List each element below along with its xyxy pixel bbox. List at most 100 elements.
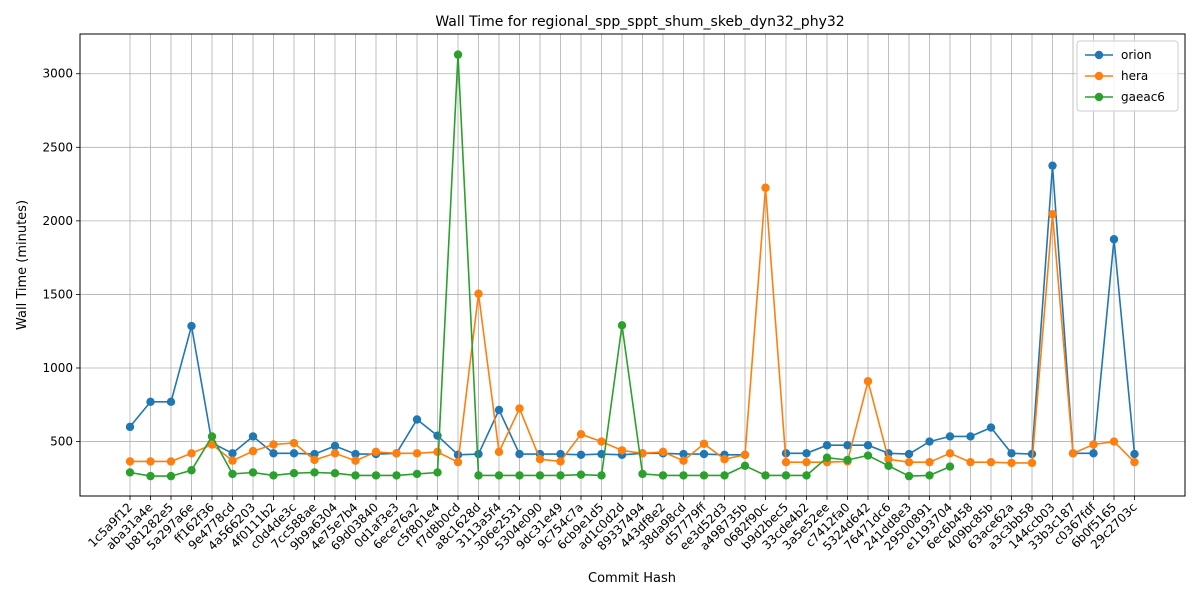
data-point-orion xyxy=(351,449,360,459)
x-axis-label: Commit Hash xyxy=(588,571,676,586)
data-point-hera xyxy=(289,438,299,448)
data-point-orion xyxy=(986,423,996,432)
data-point-hera xyxy=(679,456,688,465)
y-tick-label: 2000 xyxy=(42,214,73,228)
data-point-hera xyxy=(474,289,483,298)
data-point-orion xyxy=(843,441,852,450)
data-point-orion xyxy=(310,449,319,459)
data-point-orion xyxy=(515,449,524,459)
data-point-gaeac6 xyxy=(207,432,217,441)
data-point-orion xyxy=(453,450,463,460)
legend-box xyxy=(1076,40,1179,112)
data-point-gaeac6 xyxy=(863,451,873,460)
data-point-hera xyxy=(330,449,340,458)
data-point-hera xyxy=(617,446,627,455)
data-point-gaeac6 xyxy=(658,471,668,480)
data-point-orion xyxy=(269,449,278,458)
data-point-gaeac6 xyxy=(679,471,688,480)
legend-marker-orion xyxy=(1094,50,1104,60)
data-point-hera xyxy=(925,457,934,467)
data-point-hera xyxy=(945,449,955,458)
data-point-orion xyxy=(1048,161,1057,170)
data-point-hera xyxy=(986,457,996,467)
y-tick-label: 3000 xyxy=(42,67,73,81)
data-point-orion xyxy=(1109,235,1119,244)
data-point-gaeac6 xyxy=(904,471,914,481)
series-hera xyxy=(125,183,1139,468)
data-point-gaeac6 xyxy=(802,471,811,480)
data-point-orion xyxy=(166,397,176,407)
data-point-gaeac6 xyxy=(351,471,360,480)
legend: orion hera gaeac6 xyxy=(1076,40,1179,112)
data-point-orion xyxy=(679,449,688,459)
data-point-gaeac6 xyxy=(187,466,196,475)
series-gaeac6 xyxy=(125,50,955,481)
chart-title: Wall Time for regional_spp_sppt_shum_ske… xyxy=(435,14,844,30)
x-axis: 1c5a9f12aba31a4eb81282e55a297a6eff162f36… xyxy=(85,496,1140,553)
data-point-hera xyxy=(248,446,258,456)
data-point-gaeac6 xyxy=(925,471,934,480)
data-point-hera xyxy=(720,455,729,464)
data-point-orion xyxy=(904,449,914,459)
data-point-hera xyxy=(515,404,524,413)
data-point-hera xyxy=(597,437,606,446)
data-point-orion xyxy=(494,405,504,415)
data-point-gaeac6 xyxy=(597,471,606,480)
data-point-orion xyxy=(1130,449,1139,459)
data-point-hera xyxy=(535,455,545,464)
data-point-hera xyxy=(1089,440,1098,449)
data-point-orion xyxy=(412,415,422,424)
data-point-orion xyxy=(945,432,955,441)
data-point-hera xyxy=(1007,458,1016,468)
data-point-orion xyxy=(822,441,832,450)
data-point-gaeac6 xyxy=(740,461,750,471)
data-point-orion xyxy=(699,449,709,459)
legend-label-gaeac6: gaeac6 xyxy=(1121,90,1165,104)
data-point-hera xyxy=(658,447,668,457)
series-group xyxy=(125,50,1139,481)
data-point-gaeac6 xyxy=(720,471,729,480)
data-point-gaeac6 xyxy=(945,462,955,471)
data-point-orion xyxy=(146,397,155,407)
data-point-hera xyxy=(166,457,176,466)
data-point-hera xyxy=(761,183,770,192)
data-point-gaeac6 xyxy=(392,471,401,480)
data-point-hera xyxy=(125,457,135,466)
data-point-gaeac6 xyxy=(453,50,463,59)
data-point-hera xyxy=(351,456,360,465)
data-point-gaeac6 xyxy=(248,468,258,477)
data-point-orion xyxy=(925,437,934,446)
data-point-gaeac6 xyxy=(228,469,237,479)
data-point-hera xyxy=(269,440,278,449)
data-point-orion xyxy=(1089,449,1098,458)
data-point-hera xyxy=(1068,449,1078,458)
data-point-hera xyxy=(1130,457,1139,467)
data-point-orion xyxy=(125,422,135,432)
data-point-gaeac6 xyxy=(269,471,278,480)
data-point-hera xyxy=(412,449,422,458)
y-axis-label: Wall Time (minutes) xyxy=(15,200,30,330)
data-point-orion xyxy=(289,449,299,458)
data-point-orion xyxy=(228,449,237,458)
data-point-gaeac6 xyxy=(843,455,852,465)
data-point-gaeac6 xyxy=(371,471,381,480)
data-point-hera xyxy=(371,447,381,457)
data-point-hera xyxy=(1048,210,1057,219)
data-point-hera xyxy=(966,457,975,467)
data-point-hera xyxy=(802,457,811,467)
data-point-hera xyxy=(863,377,873,386)
data-point-gaeac6 xyxy=(289,468,299,478)
data-point-hera xyxy=(494,447,504,457)
data-point-gaeac6 xyxy=(494,471,504,480)
data-point-hera xyxy=(207,440,217,449)
data-point-hera xyxy=(781,457,791,467)
data-point-orion xyxy=(433,431,442,440)
data-point-orion xyxy=(966,432,975,441)
y-tick-label: 500 xyxy=(50,435,73,449)
data-point-gaeac6 xyxy=(310,468,319,477)
data-point-orion xyxy=(187,321,196,331)
data-point-hera xyxy=(392,449,401,458)
legend-label-orion: orion xyxy=(1121,48,1152,62)
